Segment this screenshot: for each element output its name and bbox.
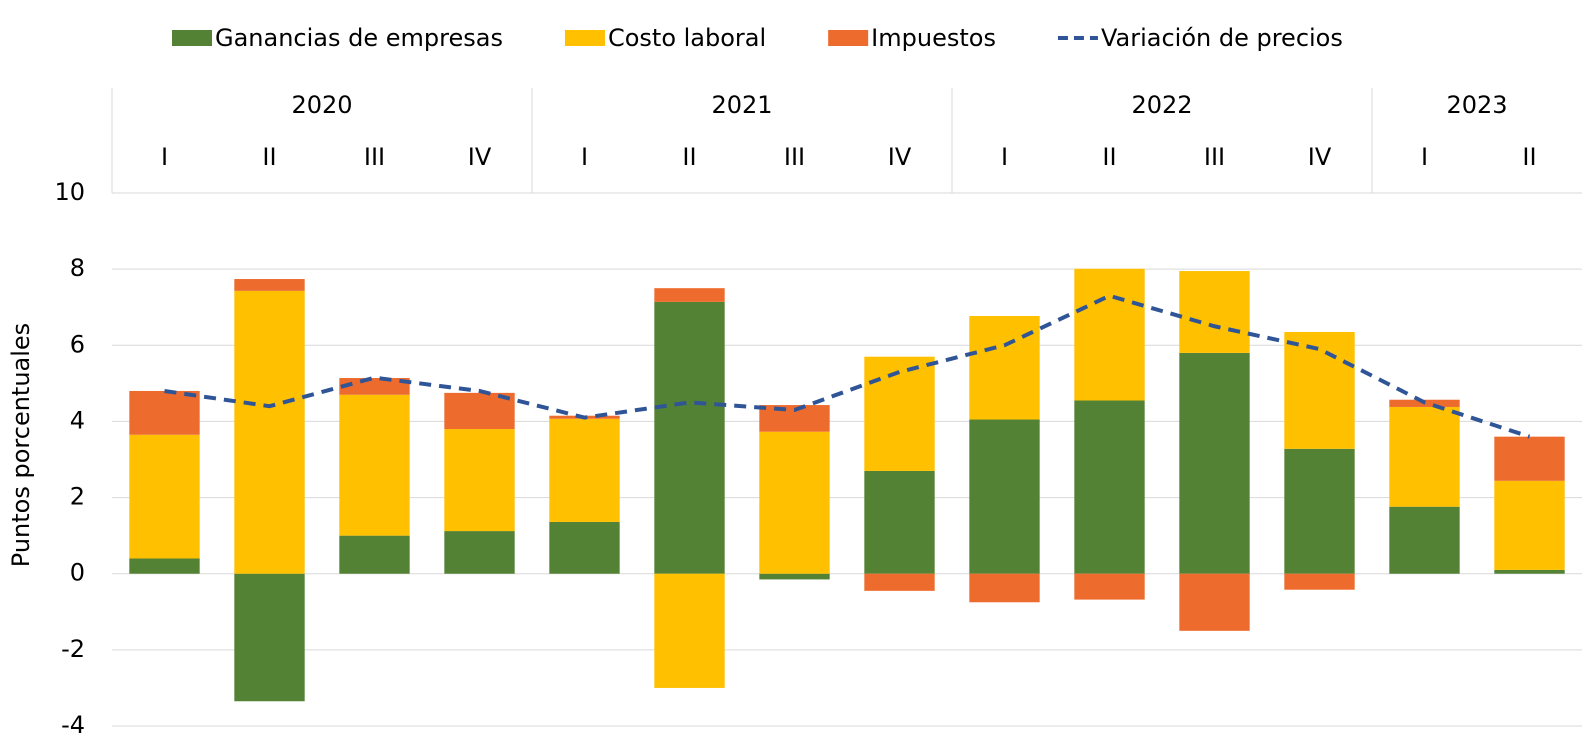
- bar-segment: [969, 573, 1040, 603]
- bar-segment: [1074, 400, 1145, 574]
- bar-segment: [654, 301, 725, 574]
- x-tick-label: III: [1204, 143, 1225, 171]
- bar-segment: [864, 573, 935, 591]
- x-tick-label: II: [1522, 143, 1536, 171]
- bar-segment: [1389, 506, 1460, 574]
- bar-segment: [549, 418, 620, 522]
- bar-segment: [234, 279, 305, 291]
- legend-swatch: [828, 30, 869, 46]
- x-tick-label: III: [364, 143, 385, 171]
- bar-segment: [759, 573, 830, 580]
- legend-label: Costo laboral: [608, 24, 766, 52]
- y-tick-label: 10: [54, 178, 85, 206]
- x-tick-label: II: [682, 143, 696, 171]
- legend-label: Variación de precios: [1101, 24, 1343, 52]
- y-tick-label: 8: [70, 254, 85, 282]
- bar-segment: [1179, 573, 1250, 631]
- x-tick-label: IV: [888, 143, 912, 171]
- y-tick-label: -4: [61, 711, 85, 739]
- bar-segment: [234, 573, 305, 702]
- x-tick-label: II: [262, 143, 276, 171]
- bar-segment: [759, 431, 830, 574]
- y-tick-label: 0: [70, 559, 85, 587]
- y-tick-label: 6: [70, 330, 85, 358]
- y-tick-label: 2: [70, 483, 85, 511]
- x-tick-label: IV: [1308, 143, 1332, 171]
- bar-segment: [864, 356, 935, 471]
- bar-segment: [1494, 436, 1565, 481]
- x-tick-label: I: [1001, 143, 1008, 171]
- x-tick-label: III: [784, 143, 805, 171]
- bar-segment: [1389, 406, 1460, 507]
- x-tick-label: I: [581, 143, 588, 171]
- bar-segment: [654, 288, 725, 302]
- year-label: 2022: [1131, 91, 1192, 119]
- year-label: 2021: [711, 91, 772, 119]
- bar-segment: [234, 290, 305, 574]
- bar-segment: [339, 394, 410, 536]
- bar-segment: [1494, 480, 1565, 570]
- year-label: 2023: [1446, 91, 1507, 119]
- year-label: 2020: [291, 91, 352, 119]
- bar-segment: [444, 429, 515, 532]
- bar-segment: [444, 531, 515, 574]
- y-tick-label: -2: [61, 635, 85, 663]
- bar-segment: [339, 378, 410, 395]
- bar-segment: [1179, 271, 1250, 353]
- bar-segment: [129, 558, 200, 574]
- bar-segment: [969, 419, 1040, 574]
- bar-segment: [549, 521, 620, 574]
- y-tick-label: 4: [70, 406, 85, 434]
- bar-segment: [339, 535, 410, 574]
- x-tick-label: I: [161, 143, 168, 171]
- legend-label: Impuestos: [871, 24, 996, 52]
- bar-segment: [1284, 448, 1355, 574]
- bar-segment: [1284, 573, 1355, 590]
- bar-segment: [654, 573, 725, 688]
- bar-segment: [1179, 352, 1250, 574]
- bar-segment: [1494, 569, 1565, 574]
- bar-segment: [864, 470, 935, 574]
- bar-segment: [1074, 268, 1145, 401]
- legend-swatch: [564, 30, 605, 46]
- legend-swatch: [172, 30, 212, 46]
- x-tick-label: I: [1421, 143, 1428, 171]
- legend-label: Ganancias de empresas: [215, 24, 503, 52]
- bar-segment: [129, 390, 200, 435]
- x-tick-label: IV: [468, 143, 492, 171]
- bar-segment: [1284, 331, 1355, 449]
- x-tick-label: II: [1102, 143, 1116, 171]
- y-axis-label: Puntos porcentuales: [7, 323, 35, 567]
- bar-segment: [1074, 573, 1145, 600]
- bar-segment: [129, 434, 200, 559]
